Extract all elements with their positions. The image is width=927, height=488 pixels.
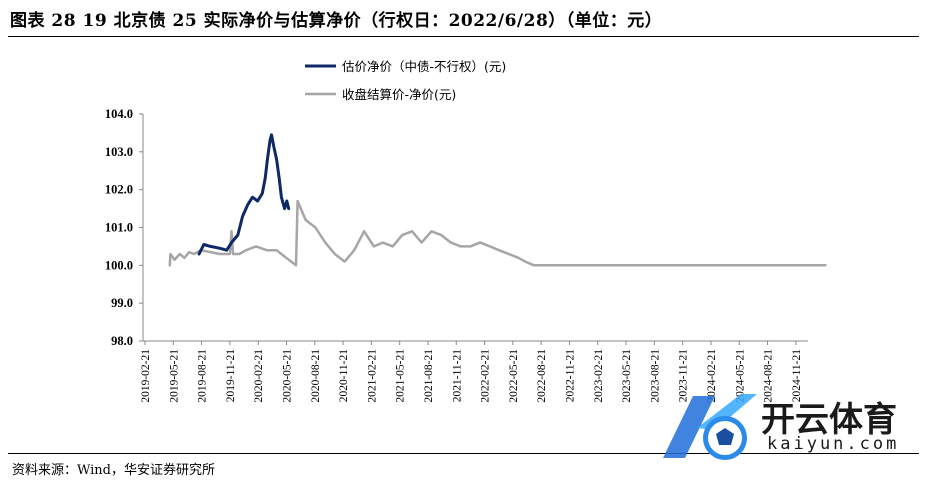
- x-tick-label: 2019-08-21: [197, 349, 209, 403]
- x-tick-label: 2023-02-21: [593, 349, 605, 403]
- x-tick-label: 2024-08-21: [763, 349, 775, 403]
- x-tick-label: 2022-11-21: [564, 349, 576, 402]
- title-divider: [8, 36, 919, 37]
- x-tick-label: 2021-11-21: [451, 349, 463, 402]
- x-tick-label: 2024-11-21: [791, 349, 803, 402]
- x-tick-label: 2020-08-21: [310, 349, 322, 403]
- chart-title: 图表 28 19 北京债 25 实际净价与估算净价（行权日：2022/6/28）…: [10, 11, 663, 31]
- source-divider: [8, 453, 919, 454]
- source-note: 资料来源：Wind，华安证券研究所: [12, 463, 215, 478]
- x-tick-label: 2020-02-21: [253, 349, 265, 403]
- legend-label-close: 收盘结算价-净价(元): [342, 87, 456, 102]
- y-tick-label: 99.0: [111, 296, 133, 310]
- series-line-close: [168, 199, 827, 267]
- watermark-brand: 开云体育: [761, 400, 897, 440]
- kaiyun-watermark: 开云体育 kaiyun.com: [645, 388, 915, 468]
- x-tick-label: 2021-05-21: [395, 349, 407, 403]
- kaiyun-logo-icon: [663, 394, 757, 460]
- watermark-domain: kaiyun.com: [767, 434, 900, 454]
- x-tick-label: 2024-05-21: [734, 349, 746, 403]
- x-tick-label: 2024-02-21: [706, 349, 718, 403]
- x-tick-label: 2021-02-21: [366, 349, 378, 403]
- y-tick-label: 103.0: [105, 145, 133, 159]
- x-tick-label: 2023-05-21: [621, 349, 633, 403]
- x-tick-label: 2023-11-21: [678, 349, 690, 402]
- series-line-estimate: [197, 133, 291, 256]
- x-tick-label: 2020-11-21: [338, 349, 350, 402]
- y-tick-label: 101.0: [105, 221, 133, 235]
- y-tick-label: 98.0: [111, 334, 133, 348]
- x-tick-label: 2022-02-21: [480, 349, 492, 403]
- x-tick-label: 2020-05-21: [281, 349, 293, 403]
- line-chart: 104.0 103.0 102.0 101.0 100.0 99.0 98.0 2019-02…: [105, 59, 827, 403]
- x-tick-label: 2022-05-21: [508, 349, 520, 403]
- x-tick-label: 2023-08-21: [649, 349, 661, 403]
- y-tick-label: 104.0: [105, 107, 133, 121]
- legend-label-estimate: 估价净价（中债-不行权）(元): [342, 59, 506, 74]
- x-tick-label: 2019-11-21: [225, 349, 237, 402]
- x-tick-label: 2022-08-21: [536, 349, 548, 403]
- x-tick-label: 2019-05-21: [168, 349, 180, 403]
- y-tick-label: 100.0: [105, 258, 133, 272]
- x-tick-label: 2019-02-21: [140, 349, 152, 403]
- y-tick-label: 102.0: [105, 183, 133, 197]
- x-tick-label: 2021-08-21: [423, 349, 435, 403]
